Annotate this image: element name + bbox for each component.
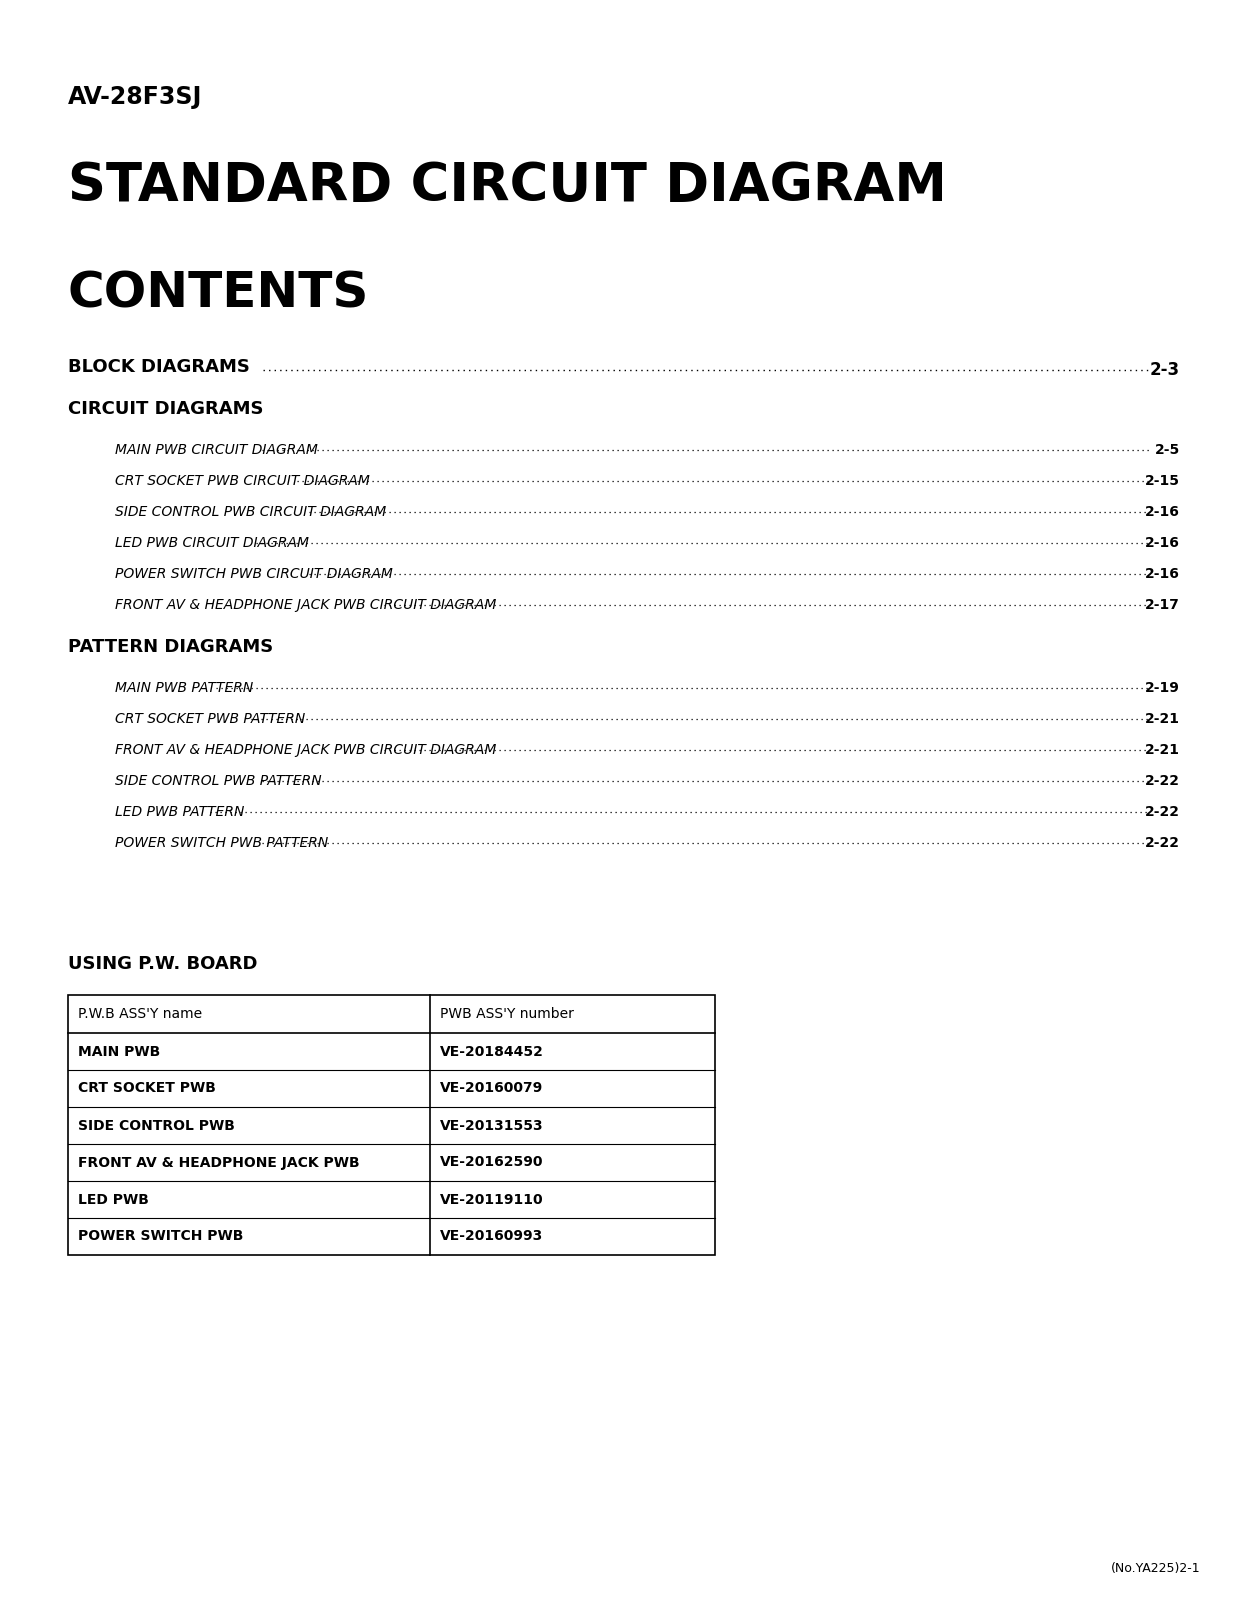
Text: 2-16: 2-16 (1145, 566, 1180, 581)
Text: VE-20160079: VE-20160079 (440, 1082, 543, 1096)
Text: CRT SOCKET PWB PATTERN: CRT SOCKET PWB PATTERN (115, 712, 306, 726)
Text: LED PWB CIRCUIT DIAGRAM: LED PWB CIRCUIT DIAGRAM (115, 536, 309, 550)
Text: 2-16: 2-16 (1145, 506, 1180, 518)
Text: 2-22: 2-22 (1145, 835, 1180, 850)
Text: USING P.W. BOARD: USING P.W. BOARD (68, 955, 257, 973)
Text: MAIN PWB CIRCUIT DIAGRAM: MAIN PWB CIRCUIT DIAGRAM (115, 443, 318, 458)
Text: CRT SOCKET PWB CIRCUIT DIAGRAM: CRT SOCKET PWB CIRCUIT DIAGRAM (115, 474, 370, 488)
Text: 2-19: 2-19 (1145, 682, 1180, 694)
Text: LED PWB: LED PWB (78, 1192, 148, 1206)
Text: (No.YA225)2-1: (No.YA225)2-1 (1111, 1562, 1200, 1574)
Text: VE-20119110: VE-20119110 (440, 1192, 543, 1206)
Text: MAIN PWB: MAIN PWB (78, 1045, 161, 1059)
Text: VE-20131553: VE-20131553 (440, 1118, 543, 1133)
Text: 2-5: 2-5 (1155, 443, 1180, 458)
Text: MAIN PWB PATTERN: MAIN PWB PATTERN (115, 682, 254, 694)
Text: CRT SOCKET PWB: CRT SOCKET PWB (78, 1082, 216, 1096)
Text: SIDE CONTROL PWB: SIDE CONTROL PWB (78, 1118, 235, 1133)
Text: P.W.B ASS'Y name: P.W.B ASS'Y name (78, 1006, 202, 1021)
Text: 2-22: 2-22 (1145, 774, 1180, 787)
Bar (68, 995, 715, 1254)
Text: 2-3: 2-3 (1150, 362, 1180, 379)
Text: 2-21: 2-21 (1145, 712, 1180, 726)
Text: PWB ASS'Y number: PWB ASS'Y number (440, 1006, 574, 1021)
Text: STANDARD CIRCUIT DIAGRAM: STANDARD CIRCUIT DIAGRAM (68, 160, 946, 211)
Text: 2-15: 2-15 (1145, 474, 1180, 488)
Text: SIDE CONTROL PWB CIRCUIT DIAGRAM: SIDE CONTROL PWB CIRCUIT DIAGRAM (115, 506, 386, 518)
Text: 2-21: 2-21 (1145, 742, 1180, 757)
Text: BLOCK DIAGRAMS: BLOCK DIAGRAMS (68, 358, 250, 376)
Text: FRONT AV & HEADPHONE JACK PWB CIRCUIT DIAGRAM: FRONT AV & HEADPHONE JACK PWB CIRCUIT DI… (115, 598, 496, 611)
Text: FRONT AV & HEADPHONE JACK PWB: FRONT AV & HEADPHONE JACK PWB (78, 1155, 360, 1170)
Text: VE-20162590: VE-20162590 (440, 1155, 543, 1170)
Text: FRONT AV & HEADPHONE JACK PWB CIRCUIT DIAGRAM: FRONT AV & HEADPHONE JACK PWB CIRCUIT DI… (115, 742, 496, 757)
Text: POWER SWITCH PWB: POWER SWITCH PWB (78, 1229, 244, 1243)
Text: POWER SWITCH PWB PATTERN: POWER SWITCH PWB PATTERN (115, 835, 328, 850)
Text: VE-20160993: VE-20160993 (440, 1229, 543, 1243)
Text: CIRCUIT DIAGRAMS: CIRCUIT DIAGRAMS (68, 400, 263, 418)
Text: SIDE CONTROL PWB PATTERN: SIDE CONTROL PWB PATTERN (115, 774, 322, 787)
Text: 2-17: 2-17 (1145, 598, 1180, 611)
Text: LED PWB PATTERN: LED PWB PATTERN (115, 805, 245, 819)
Text: CONTENTS: CONTENTS (68, 270, 370, 318)
Text: 2-16: 2-16 (1145, 536, 1180, 550)
Text: PATTERN DIAGRAMS: PATTERN DIAGRAMS (68, 638, 273, 656)
Text: POWER SWITCH PWB CIRCUIT DIAGRAM: POWER SWITCH PWB CIRCUIT DIAGRAM (115, 566, 393, 581)
Text: 2-22: 2-22 (1145, 805, 1180, 819)
Text: AV-28F3SJ: AV-28F3SJ (68, 85, 203, 109)
Text: VE-20184452: VE-20184452 (440, 1045, 544, 1059)
